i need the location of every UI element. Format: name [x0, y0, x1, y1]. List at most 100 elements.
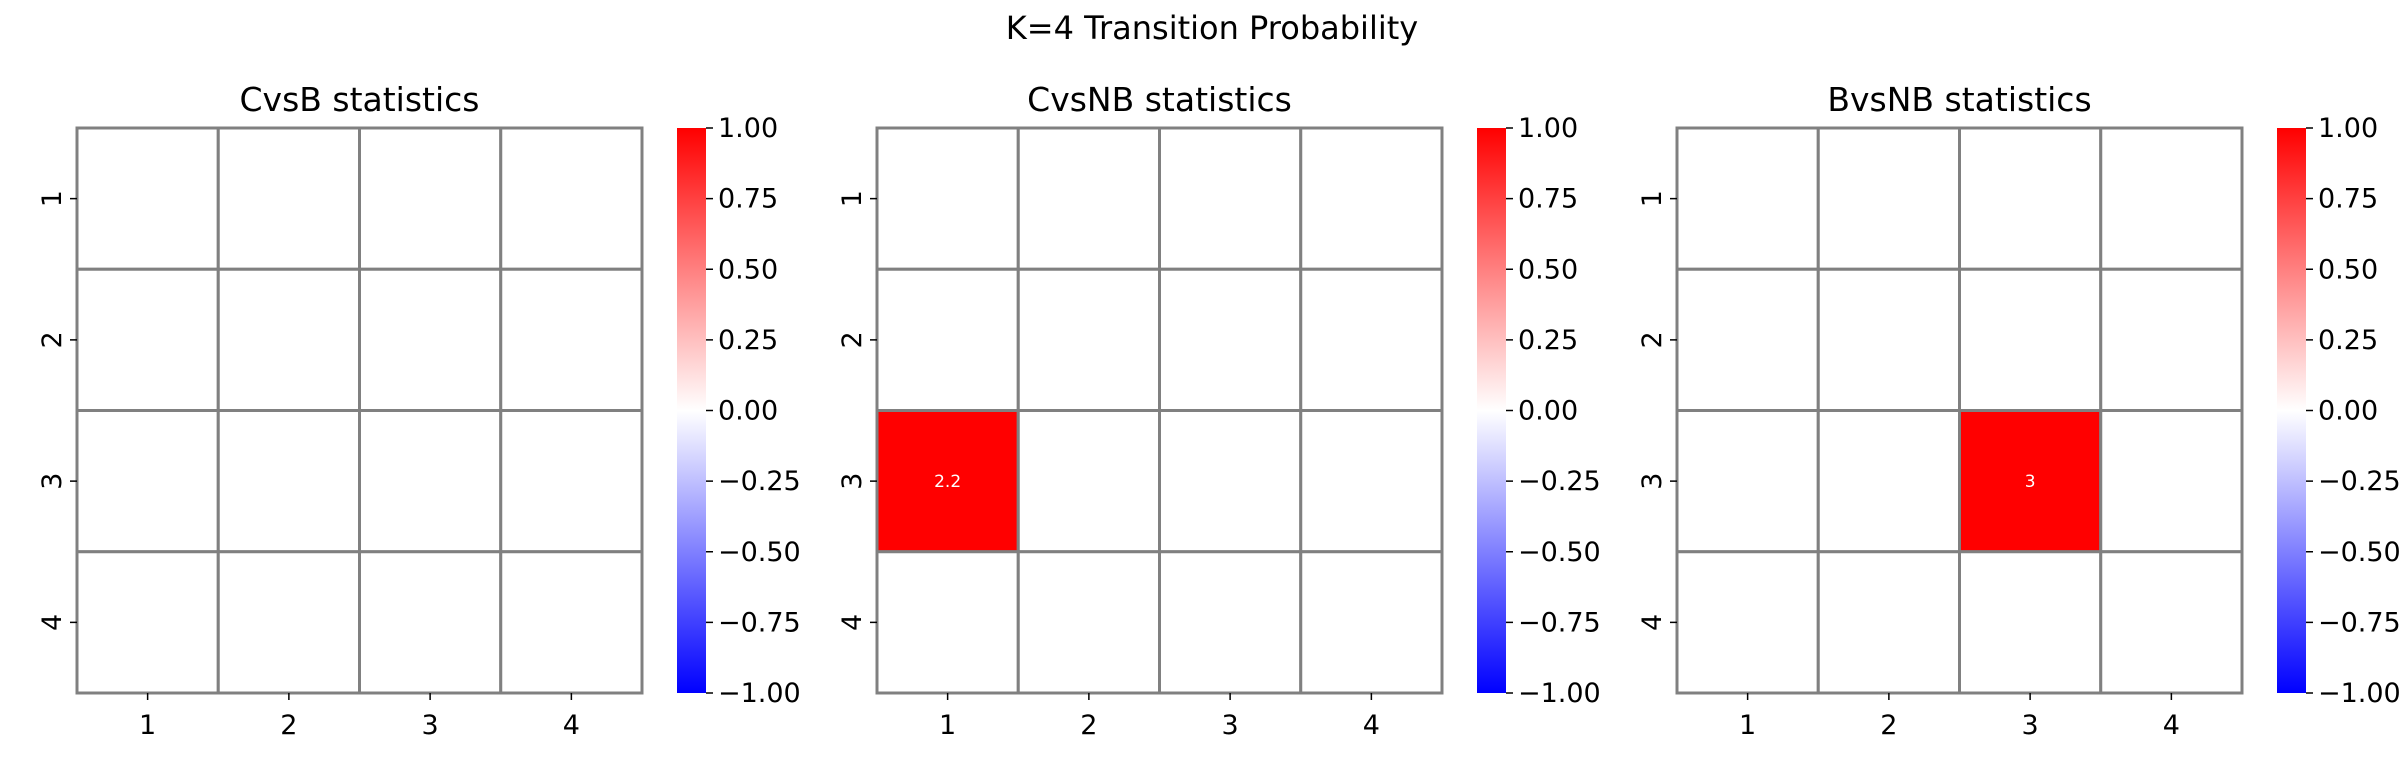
colorbar-tick-label: −0.50	[2318, 537, 2400, 568]
colorbar-tick-label: −0.50	[1518, 537, 1601, 568]
x-tick-label: 2	[1880, 710, 1897, 741]
colorbar-tick-label: −0.75	[718, 607, 801, 638]
colorbar	[2277, 128, 2306, 693]
x-tick-label: 1	[939, 710, 956, 741]
figure-title: K=4 Transition Probability	[1006, 9, 1418, 47]
heatmap-cell	[875, 550, 1020, 695]
colorbar-tick-label: −1.00	[718, 678, 801, 709]
colorbar-tick-label: −1.00	[2318, 678, 2400, 709]
colorbar-tick-label: 0.75	[2318, 184, 2378, 215]
heatmap-cell	[1158, 550, 1303, 695]
heatmap-cell	[1816, 409, 1961, 554]
colorbar-tick-label: −0.75	[2318, 607, 2400, 638]
y-tick-label: 3	[837, 473, 868, 490]
colorbar-tick-label: 0.75	[1518, 184, 1578, 215]
heatmap-cell	[1158, 126, 1303, 271]
heatmap-cell	[1299, 409, 1444, 554]
heatmap-panel-1: CvsB statistics 1 2 3 4 1 2 3 4 1.00 0.75 0.50 0.25 0…	[37, 80, 801, 741]
heatmap-cell	[2099, 550, 2244, 695]
y-tick-label: 1	[37, 190, 68, 207]
y-tick-label: 1	[837, 190, 868, 207]
heatmap-cell	[499, 550, 644, 695]
colorbar-tick-label: −0.25	[718, 466, 801, 497]
y-tick-label: 4	[1637, 614, 1668, 631]
panel-title: BvsNB statistics	[1827, 80, 2091, 119]
x-tick-label: 4	[563, 710, 580, 741]
heatmap-cell	[1675, 550, 1820, 695]
y-tick-label: 3	[1637, 473, 1668, 490]
y-tick-label: 2	[837, 331, 868, 348]
heatmap-cell	[1675, 126, 1820, 271]
colorbar-tick-label: 1.00	[1518, 113, 1578, 144]
colorbar-tick-label: 0.00	[2318, 396, 2378, 427]
colorbar-tick-label: 0.75	[718, 184, 778, 215]
x-tick-label: 4	[2163, 710, 2180, 741]
heatmap-panel-2: CvsNB statistics 2.2 1 2 3 4 1 2 3 4 1.00 0.75 0.50 0…	[837, 80, 1601, 741]
heatmap-cell	[1299, 126, 1444, 271]
x-tick-label: 3	[1222, 710, 1239, 741]
colorbar-tick-label: 0.25	[2318, 325, 2378, 356]
heatmap-cell	[216, 267, 361, 412]
heatmap-cell	[1816, 126, 1961, 271]
heatmap-cell	[1299, 550, 1444, 695]
colorbar-tick-label: −1.00	[1518, 678, 1601, 709]
heatmap-cell	[358, 409, 503, 554]
colorbar	[677, 128, 706, 693]
x-tick-label: 3	[422, 710, 439, 741]
heatmap-cell	[1016, 126, 1161, 271]
heatmap-cell	[216, 409, 361, 554]
colorbar-tick-label: 0.25	[718, 325, 778, 356]
heatmap-cell	[358, 550, 503, 695]
heatmap-cell	[1958, 550, 2103, 695]
heatmap-cell	[75, 550, 220, 695]
heatmap-cell	[1816, 550, 1961, 695]
panel-title: CvsB statistics	[240, 80, 480, 119]
y-tick-label: 1	[1637, 190, 1668, 207]
colorbar-tick-label: 1.00	[718, 113, 778, 144]
x-tick-label: 4	[1363, 710, 1380, 741]
heatmap-cell	[216, 550, 361, 695]
heatmap-cell	[2099, 409, 2244, 554]
heatmap-cell	[2099, 126, 2244, 271]
heatmap-cell	[1158, 409, 1303, 554]
heatmap-cell	[1675, 409, 1820, 554]
heatmap-cell	[875, 267, 1020, 412]
heatmap-cell	[1016, 267, 1161, 412]
colorbar-tick-label: 0.50	[2318, 254, 2378, 285]
heatmap-cell	[1958, 409, 2103, 554]
heatmap-cell	[499, 409, 644, 554]
heatmap-cell	[1016, 409, 1161, 554]
heatmap-cell	[499, 267, 644, 412]
heatmap-cell	[1158, 267, 1303, 412]
heatmap-cell	[358, 267, 503, 412]
heatmap-cell	[2099, 267, 2244, 412]
y-tick-label: 2	[1637, 331, 1668, 348]
colorbar-tick-label: 0.50	[1518, 254, 1578, 285]
x-tick-label: 1	[1739, 710, 1756, 741]
heatmap-cell	[1675, 267, 1820, 412]
colorbar-tick-label: −0.25	[1518, 466, 1601, 497]
heatmap-cell	[75, 409, 220, 554]
y-tick-label: 4	[837, 614, 868, 631]
heatmap-cell	[875, 126, 1020, 271]
colorbar-tick-label: 0.50	[718, 254, 778, 285]
heatmap-cell	[1016, 550, 1161, 695]
y-tick-label: 2	[37, 331, 68, 348]
heatmap-cell	[358, 126, 503, 271]
colorbar	[1477, 128, 1506, 693]
x-tick-label: 3	[2022, 710, 2039, 741]
y-tick-label: 4	[37, 614, 68, 631]
y-tick-label: 3	[37, 473, 68, 490]
x-tick-label: 1	[139, 710, 156, 741]
heatmap-cell	[1958, 126, 2103, 271]
panel-title: CvsNB statistics	[1027, 80, 1292, 119]
heatmap-cell	[1299, 267, 1444, 412]
heatmap-cell	[75, 126, 220, 271]
colorbar-tick-label: −0.50	[718, 537, 801, 568]
cell-annotation: 2.2	[934, 472, 961, 492]
x-tick-label: 2	[1080, 710, 1097, 741]
colorbar-tick-label: 0.25	[1518, 325, 1578, 356]
heatmap-panel-3: BvsNB statistics 3 1 2 3 4 1 2 3 4 1.00 0.75 0.50 0.2…	[1637, 80, 2400, 741]
colorbar-tick-label: 1.00	[2318, 113, 2378, 144]
